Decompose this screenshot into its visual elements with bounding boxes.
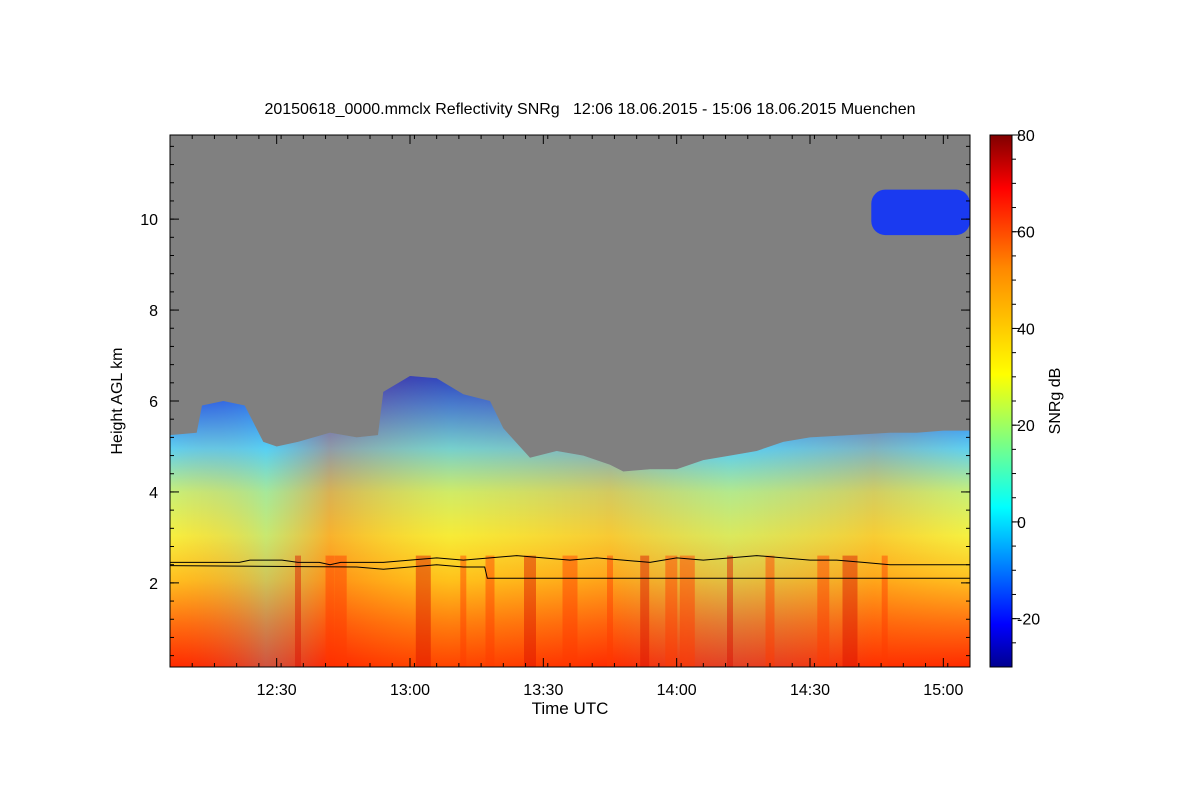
upper-cloud-layer — [871, 189, 970, 236]
y-axis: 2 4 6 8 10 — [140, 145, 970, 657]
colorbar-tick-label: 20 — [1017, 418, 1035, 435]
x-tick-label: 13:30 — [523, 682, 563, 699]
precipitation-streak — [325, 555, 335, 667]
precipitation-streak — [562, 555, 578, 667]
x-tick-label: 12:30 — [257, 682, 297, 699]
precipitation-streak — [679, 555, 695, 667]
plot-area — [170, 135, 970, 667]
precipitation-streak — [765, 555, 775, 667]
precipitation-streak — [817, 555, 830, 667]
colorbar-tick-label: 80 — [1017, 128, 1035, 145]
y-axis-label: Height AGL km — [109, 347, 126, 454]
x-axis: 12:30 13:00 13:30 14:00 14:30 15:00 — [191, 135, 971, 699]
cloud-echo-variation — [170, 376, 970, 667]
precipitation-streak — [295, 555, 301, 667]
x-tick-label: 14:30 — [790, 682, 830, 699]
y-tick-label: 10 — [140, 212, 158, 229]
precipitation-streak — [334, 555, 347, 667]
precipitation-streak — [485, 555, 495, 667]
precipitation-streak — [640, 555, 650, 667]
precipitation-streak — [665, 555, 678, 667]
colorbar-tick-label: 0 — [1017, 515, 1026, 532]
precipitation-streak — [524, 555, 536, 667]
y-tick-label: 6 — [149, 394, 158, 411]
colorbar-tick-label: -20 — [1017, 612, 1040, 629]
colorbar — [989, 134, 1013, 668]
y-tick-label: 8 — [149, 303, 158, 320]
colorbar-tick-label: 40 — [1017, 321, 1035, 338]
precipitation-streak — [415, 555, 431, 667]
colorbar-tick-label: 60 — [1017, 225, 1035, 242]
upper-boundary-line — [170, 555, 970, 566]
y-tick-label: 2 — [149, 576, 158, 593]
precipitation-streak — [881, 555, 888, 667]
precipitation-streak — [460, 555, 467, 667]
x-axis-label: Time UTC — [532, 699, 609, 718]
y-tick-label: 4 — [149, 485, 158, 502]
precipitation-streak — [607, 555, 613, 667]
x-tick-label: 15:00 — [923, 682, 963, 699]
precipitation-streak — [727, 555, 733, 667]
x-tick-label: 14:00 — [657, 682, 697, 699]
colorbar-ticks: -20 0 20 40 60 80 — [1012, 128, 1040, 644]
x-tick-label: 13:00 — [390, 682, 430, 699]
precipitation-streaks — [295, 555, 888, 667]
chart-title: 20150618_0000.mmclx Reflectivity SNRg 12… — [264, 101, 915, 118]
precipitation-streak — [842, 555, 858, 667]
colorbar-label: SNRg dB — [1047, 368, 1064, 435]
lower-boundary-line — [170, 564, 970, 579]
